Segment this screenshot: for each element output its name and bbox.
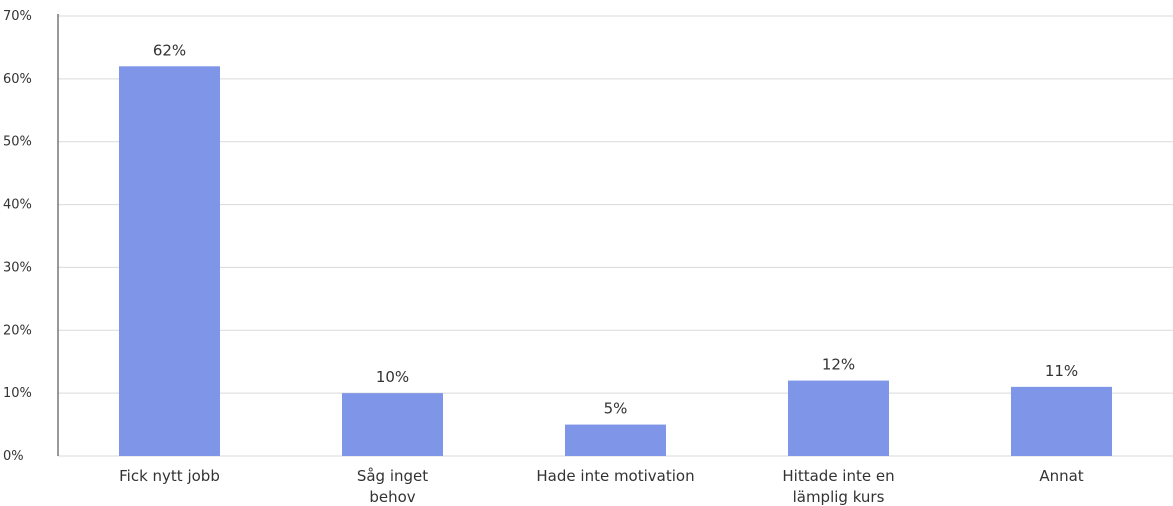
data-label: 62% — [153, 41, 186, 59]
x-tick-label: Hade inte motivation — [536, 467, 694, 485]
data-label: 12% — [822, 356, 855, 374]
y-tick-label: 50% — [3, 135, 32, 150]
bar — [1011, 386, 1112, 456]
y-tick-label: 20% — [3, 323, 32, 338]
x-tick-label: lämplig kurs — [793, 488, 885, 506]
bar — [565, 424, 666, 456]
y-axis-ticks: 0% 10% 20% 30% 40% 50% 60% 70% — [3, 9, 32, 464]
bar — [788, 380, 889, 456]
data-label: 5% — [604, 400, 628, 418]
y-tick-label: 70% — [3, 9, 32, 24]
data-label: 10% — [376, 368, 409, 386]
gridlines — [58, 15, 1173, 457]
x-tick-label: Såg inget — [357, 467, 428, 485]
bar — [119, 66, 220, 457]
data-label: 11% — [1045, 362, 1078, 380]
bars — [119, 66, 1112, 457]
value-labels: 62% 10% 5% 12% 11% — [153, 41, 1078, 417]
bar — [342, 393, 443, 456]
x-tick-label: behov — [369, 488, 415, 506]
y-tick-label: 10% — [3, 386, 32, 401]
y-tick-label: 60% — [3, 72, 32, 87]
x-tick-label: Fick nytt jobb — [119, 467, 220, 485]
x-axis-labels: Fick nytt jobb Såg inget behov Hade inte mo… — [119, 467, 1084, 506]
x-tick-label: Hittade inte en — [782, 467, 894, 485]
y-tick-label: 40% — [3, 198, 32, 213]
y-tick-label: 30% — [3, 260, 32, 275]
y-tick-label: 0% — [3, 449, 24, 464]
x-tick-label: Annat — [1039, 467, 1083, 485]
